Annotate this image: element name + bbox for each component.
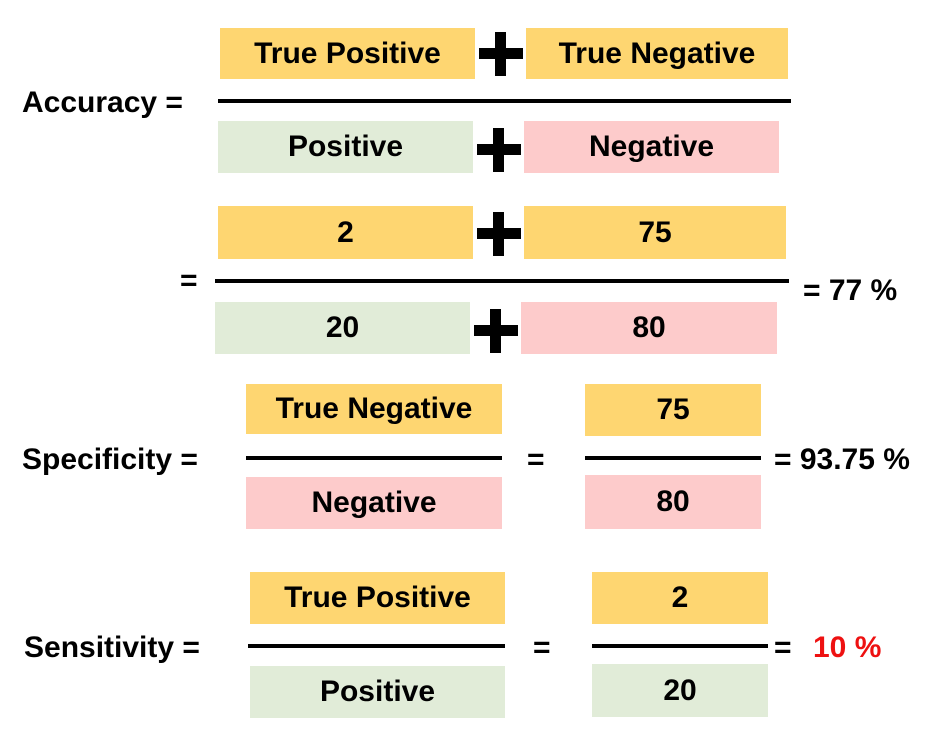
- specificity-negative-value-box: 80: [585, 475, 761, 529]
- sensitivity-label: Sensitivity =: [24, 631, 200, 664]
- sensitivity-positive-box: Positive: [250, 666, 505, 718]
- plus-icon: [477, 128, 521, 172]
- accuracy-positive-value-box: 20: [215, 302, 470, 354]
- specificity-true-negative-box: True Negative: [246, 384, 502, 434]
- accuracy-negative-value-box: 80: [521, 302, 777, 354]
- accuracy-true-positive-value-box: 2: [218, 206, 473, 259]
- plus-icon: [477, 212, 521, 256]
- accuracy-label: Accuracy =: [22, 86, 183, 119]
- sensitivity-positive-value-box: 20: [592, 664, 768, 717]
- accuracy-true-negative-box: True Negative: [526, 28, 788, 79]
- accuracy-value-fraction-line: [215, 279, 789, 283]
- sensitivity-true-positive-value-box: 2: [592, 572, 768, 624]
- sensitivity-true-positive-box: True Positive: [250, 572, 505, 624]
- accuracy-fraction-line: [218, 99, 791, 103]
- plus-icon: [474, 309, 518, 353]
- accuracy-equals: =: [180, 264, 198, 297]
- specificity-true-negative-value-box: 75: [585, 384, 761, 436]
- sensitivity-result-equals: =: [774, 631, 792, 664]
- specificity-result: = 93.75 %: [774, 443, 910, 476]
- specificity-fraction-line: [246, 456, 502, 460]
- accuracy-result: = 77 %: [803, 274, 898, 307]
- plus-icon: [479, 32, 523, 76]
- sensitivity-fraction-line: [248, 644, 505, 648]
- sensitivity-result-value: 10 %: [813, 631, 882, 664]
- accuracy-positive-box: Positive: [218, 121, 473, 173]
- specificity-negative-box: Negative: [246, 477, 502, 529]
- specificity-equals: =: [527, 443, 545, 476]
- sensitivity-equals: =: [533, 631, 551, 664]
- accuracy-true-negative-value-box: 75: [524, 206, 786, 259]
- specificity-label: Specificity =: [22, 443, 198, 476]
- specificity-value-fraction-line: [585, 456, 761, 460]
- accuracy-true-positive-box: True Positive: [220, 28, 475, 79]
- sensitivity-value-fraction-line: [592, 644, 768, 648]
- accuracy-negative-box: Negative: [524, 121, 779, 173]
